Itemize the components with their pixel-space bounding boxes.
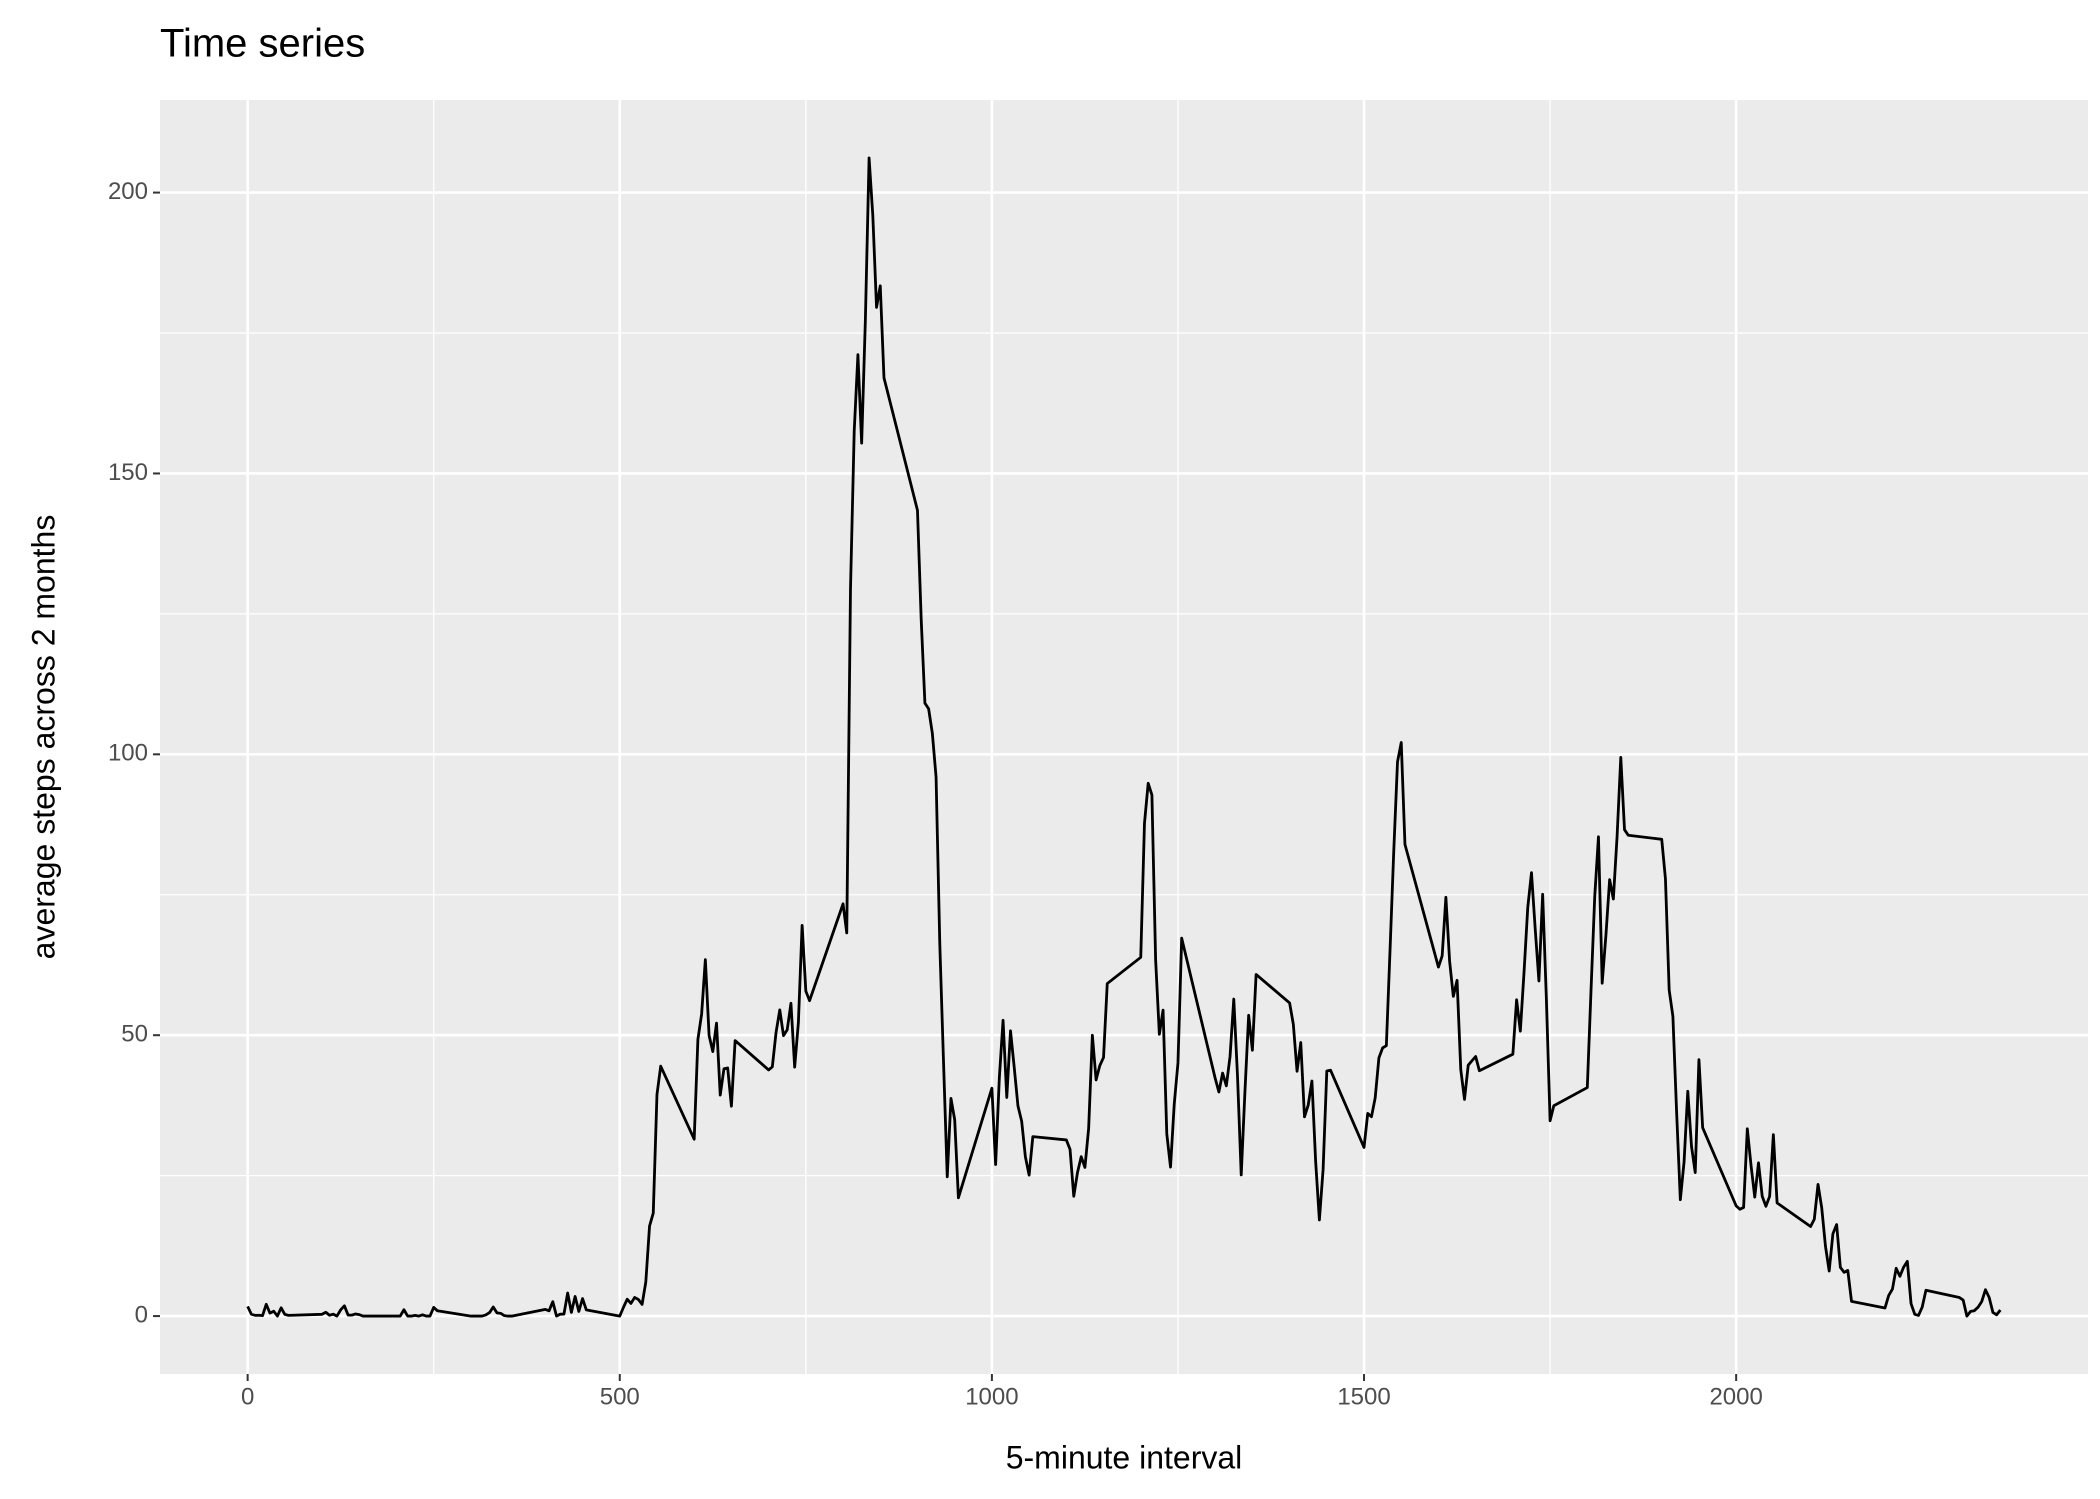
x-axis-title: 5-minute interval: [1006, 1439, 1243, 1475]
x-tick-label: 1000: [965, 1383, 1018, 1410]
x-tick-label: 2000: [1709, 1383, 1762, 1410]
chart-title: Time series: [160, 22, 365, 66]
x-tick-label: 1500: [1337, 1383, 1390, 1410]
y-tick-label: 50: [121, 1021, 148, 1048]
y-tick-label: 0: [135, 1301, 148, 1328]
y-tick-label: 100: [108, 740, 148, 767]
y-tick-label: 200: [108, 178, 148, 205]
x-tick-label: 500: [600, 1383, 640, 1410]
data-line: [246, 156, 2002, 1318]
y-tick-label: 150: [108, 459, 148, 486]
x-tick-label: 0: [241, 1383, 254, 1410]
panel: [160, 100, 2088, 1374]
y-axis-title: average steps across 2 months: [25, 515, 61, 960]
